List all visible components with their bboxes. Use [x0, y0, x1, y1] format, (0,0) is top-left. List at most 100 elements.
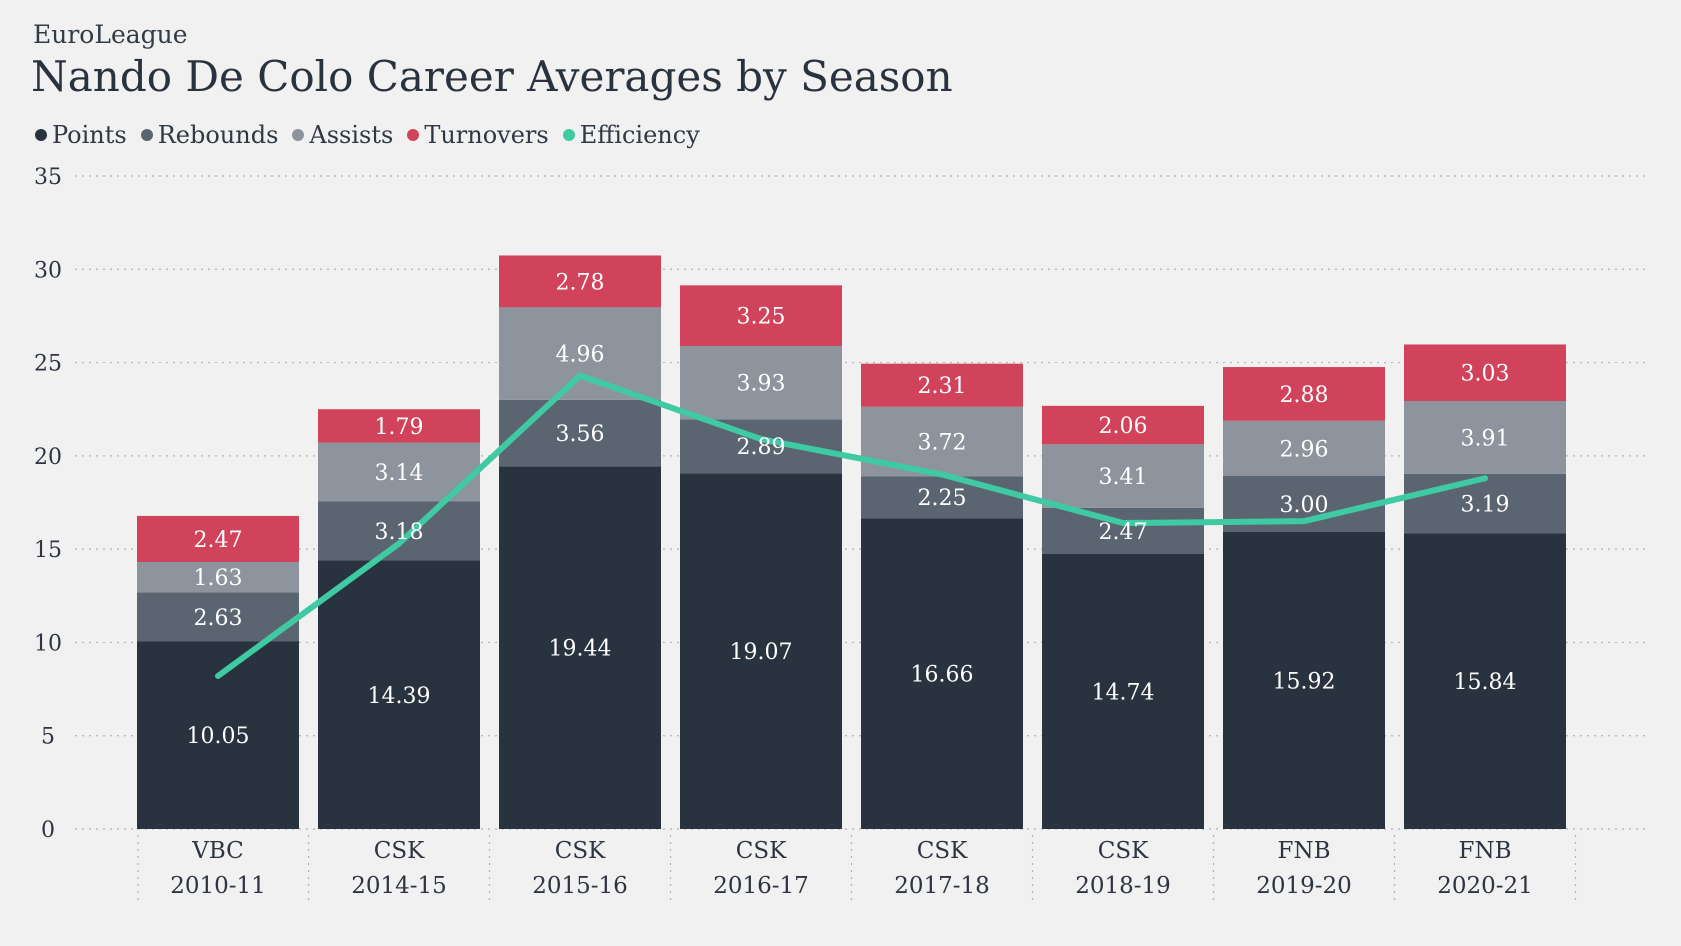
- bar-rebounds-7: [1404, 473, 1566, 534]
- bar-points-3: [680, 473, 842, 829]
- legend-item-rebounds: Rebounds: [140, 121, 278, 149]
- x-tick-label-team-6: FNB: [1278, 838, 1331, 864]
- value-label-points-6: 15.92: [1273, 669, 1336, 694]
- x-tick-label-season-4: 2017-18: [894, 873, 990, 899]
- bar-points-2: [499, 466, 661, 829]
- bar-points-4: [861, 518, 1023, 829]
- value-label-assists-5: 3.41: [1099, 465, 1148, 490]
- value-label-assists-6: 2.96: [1280, 437, 1329, 462]
- value-label-points-3: 19.07: [730, 640, 793, 665]
- bar-turnovers-1: [318, 409, 480, 443]
- value-label-rebounds-4: 2.25: [918, 486, 967, 511]
- bar-assists-5: [1042, 444, 1204, 508]
- x-tick-label-team-7: FNB: [1459, 838, 1512, 864]
- bar-assists-2: [499, 307, 661, 400]
- value-label-turnovers-6: 2.88: [1280, 383, 1329, 408]
- bar-points-1: [318, 560, 480, 829]
- bar-points-5: [1042, 553, 1204, 829]
- legend-label-assists: Assists: [309, 121, 394, 149]
- value-label-rebounds-2: 3.56: [556, 422, 605, 447]
- x-tick-label-season-1: 2014-15: [351, 873, 447, 899]
- bar-rebounds-5: [1042, 507, 1204, 554]
- x-tick-label-team-5: CSK: [1098, 838, 1149, 864]
- value-label-assists-2: 4.96: [556, 343, 605, 368]
- bar-turnovers-7: [1404, 344, 1566, 402]
- x-tick-label-season-2: 2015-16: [532, 873, 628, 899]
- legend: Points Rebounds Assists Turnovers Effici…: [35, 121, 700, 149]
- x-tick-label-team-0: VBC: [191, 838, 244, 864]
- bar-turnovers-3: [680, 285, 842, 346]
- legend-dot-efficiency: [562, 129, 575, 141]
- value-label-rebounds-0: 2.63: [194, 606, 243, 631]
- bar-rebounds-4: [861, 476, 1023, 519]
- value-label-points-5: 14.74: [1092, 680, 1155, 705]
- value-label-rebounds-1: 3.18: [375, 520, 424, 545]
- bar-turnovers-4: [861, 363, 1023, 407]
- value-label-turnovers-2: 2.78: [556, 270, 605, 295]
- bar-assists-3: [680, 345, 842, 420]
- bar-turnovers-0: [137, 515, 299, 563]
- value-label-assists-0: 1.63: [194, 566, 243, 591]
- x-tick-label-season-3: 2016-17: [713, 873, 809, 899]
- x-tick-label-team-1: CSK: [374, 838, 425, 864]
- legend-dot-rebounds: [140, 129, 153, 141]
- legend-item-assists: Assists: [292, 121, 393, 149]
- bar-assists-6: [1223, 420, 1385, 477]
- chart-title: Nando De Colo Career Averages by Season: [31, 52, 953, 101]
- value-label-rebounds-3: 2.89: [737, 435, 786, 460]
- value-label-rebounds-7: 3.19: [1461, 493, 1510, 518]
- legend-label-efficiency: Efficiency: [579, 121, 700, 149]
- legend-dot-assists: [292, 129, 305, 141]
- value-label-points-0: 10.05: [187, 724, 250, 749]
- y-tick-label-15: 15: [34, 538, 62, 563]
- bar-assists-0: [137, 562, 299, 593]
- x-tick-label-team-3: CSK: [736, 838, 787, 864]
- bar-turnovers-6: [1223, 367, 1385, 421]
- value-label-points-7: 15.84: [1454, 670, 1517, 695]
- legend-dot-turnovers: [407, 129, 420, 141]
- x-tick-label-season-7: 2020-21: [1437, 873, 1533, 899]
- x-tick-label-season-5: 2018-19: [1075, 873, 1171, 899]
- y-tick-label-10: 10: [34, 631, 62, 656]
- value-label-turnovers-5: 2.06: [1099, 414, 1148, 439]
- x-tick-label-season-6: 2019-20: [1256, 873, 1352, 899]
- x-tick-label-season-0: 2010-11: [170, 873, 266, 899]
- value-label-points-2: 19.44: [549, 637, 612, 662]
- value-label-turnovers-7: 3.03: [1461, 362, 1510, 387]
- value-label-assists-7: 3.91: [1461, 426, 1510, 451]
- x-tick-label-team-4: CSK: [917, 838, 968, 864]
- value-label-assists-3: 3.93: [737, 372, 786, 397]
- value-label-points-4: 16.66: [911, 663, 974, 688]
- chart-subtitle: EuroLeague: [33, 20, 188, 49]
- line-efficiency: [215, 372, 1488, 680]
- y-tick-label-25: 25: [34, 352, 62, 377]
- value-label-points-1: 14.39: [368, 684, 431, 709]
- bar-assists-7: [1404, 401, 1566, 474]
- legend-label-turnovers: Turnovers: [424, 121, 549, 149]
- bar-rebounds-1: [318, 501, 480, 561]
- y-tick-label-35: 35: [34, 165, 62, 190]
- value-label-turnovers-3: 3.25: [737, 305, 786, 330]
- y-tick-label-20: 20: [34, 445, 62, 470]
- y-tick-label-5: 5: [41, 725, 55, 750]
- bar-turnovers-2: [499, 255, 661, 308]
- y-tick-label-30: 30: [34, 258, 62, 283]
- legend-item-turnovers: Turnovers: [407, 121, 549, 149]
- value-label-assists-1: 3.14: [375, 461, 424, 486]
- value-label-rebounds-6: 3.00: [1280, 493, 1329, 518]
- bar-points-7: [1404, 533, 1566, 829]
- x-tick-label-team-2: CSK: [555, 838, 606, 864]
- bar-turnovers-5: [1042, 405, 1204, 445]
- value-label-turnovers-1: 1.79: [375, 415, 424, 440]
- bar-rebounds-2: [499, 399, 661, 467]
- bar-points-6: [1223, 531, 1385, 829]
- value-label-rebounds-5: 2.47: [1099, 520, 1148, 545]
- legend-label-points: Points: [52, 121, 127, 149]
- value-label-turnovers-0: 2.47: [194, 528, 243, 553]
- y-tick-label-0: 0: [41, 818, 55, 843]
- bar-rebounds-3: [680, 419, 842, 474]
- legend-item-points: Points: [35, 121, 127, 149]
- legend-dot-points: [35, 129, 47, 141]
- value-label-turnovers-4: 2.31: [918, 374, 967, 399]
